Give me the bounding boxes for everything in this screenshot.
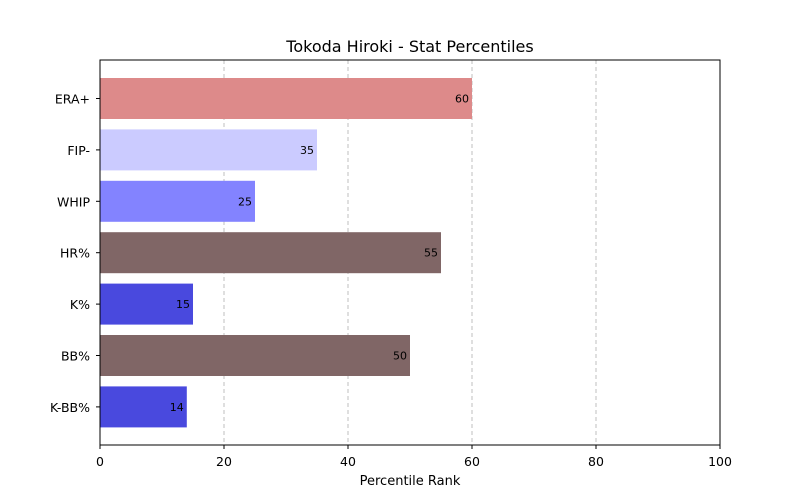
- y-tick-label: HR%: [60, 246, 90, 261]
- bar: [100, 335, 410, 376]
- y-tick-label: BB%: [61, 349, 90, 364]
- bar: [100, 232, 441, 274]
- y-tick-label: K%: [70, 297, 90, 312]
- x-tick-label: 0: [96, 454, 104, 469]
- x-tick-label: 80: [588, 454, 604, 469]
- x-tick-label: 100: [708, 454, 732, 469]
- x-tick-label: 60: [464, 454, 480, 469]
- bar-value-label: 60: [455, 93, 469, 106]
- bars-group: 60 35 25 55 15 50 14: [100, 78, 472, 428]
- x-tick-label: 20: [216, 454, 232, 469]
- bar-value-label: 14: [170, 401, 184, 414]
- chart-title: Tokoda Hiroki - Stat Percentiles: [285, 37, 533, 56]
- y-tick-label: WHIP: [57, 194, 90, 209]
- bar-value-label: 50: [393, 350, 407, 363]
- y-tick-label: FIP-: [67, 143, 90, 158]
- y-axis: ERA+ FIP- WHIP HR% K% BB% K-BB%: [50, 92, 100, 415]
- x-axis: 0 20 40 60 80 100: [96, 445, 732, 469]
- bar: [100, 283, 193, 325]
- x-axis-label: Percentile Rank: [360, 474, 461, 489]
- bar: [100, 129, 317, 171]
- bar-value-label: 15: [176, 298, 190, 311]
- bar-value-label: 35: [300, 144, 314, 157]
- y-tick-label: ERA+: [55, 92, 90, 107]
- x-tick-label: 40: [340, 454, 356, 469]
- bar-value-label: 25: [238, 195, 252, 208]
- bar: [100, 180, 255, 222]
- bar-value-label: 55: [424, 247, 438, 260]
- bar: [100, 386, 187, 428]
- y-tick-label: K-BB%: [50, 400, 90, 415]
- bar: [100, 78, 472, 119]
